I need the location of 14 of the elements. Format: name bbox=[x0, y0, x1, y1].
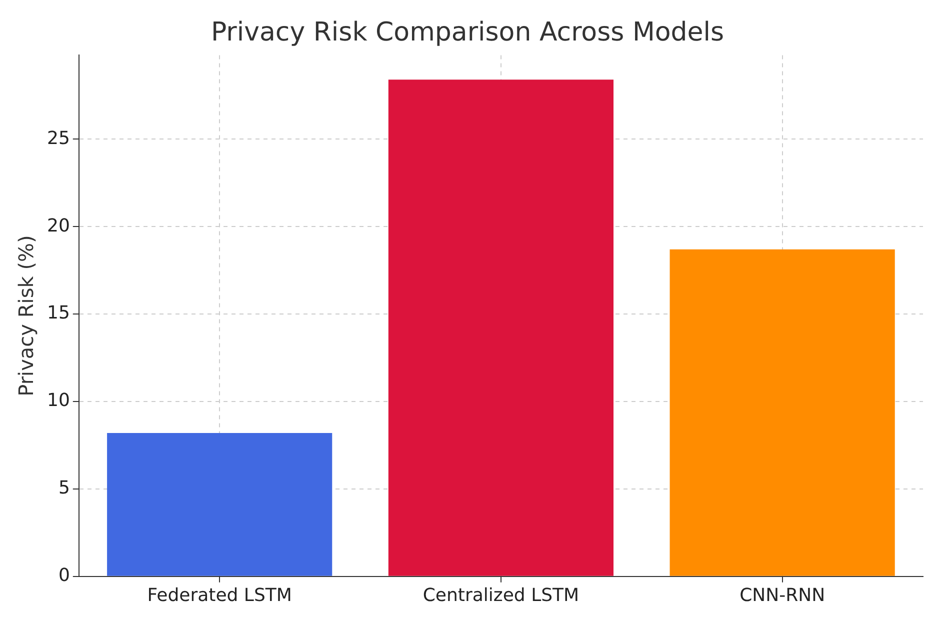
x-tick-label: Centralized LSTM bbox=[422, 584, 580, 606]
x-tick-label: CNN-RNN bbox=[740, 584, 826, 606]
bar bbox=[107, 432, 332, 576]
y-tick-label: 15 bbox=[47, 302, 70, 324]
y-tick-label: 25 bbox=[47, 128, 70, 149]
chart-title: Privacy Risk Comparison Across Models bbox=[210, 17, 724, 48]
y-tick-label: 5 bbox=[58, 478, 70, 499]
bar bbox=[388, 80, 614, 576]
y-axis-title: Privacy Risk (%) bbox=[14, 235, 38, 396]
x-tick-label: Federated LSTM bbox=[147, 584, 292, 606]
y-tick-label: 20 bbox=[47, 215, 70, 236]
bar bbox=[670, 249, 895, 576]
y-tick-label: 10 bbox=[47, 390, 70, 412]
y-tick-label: 0 bbox=[58, 565, 70, 586]
